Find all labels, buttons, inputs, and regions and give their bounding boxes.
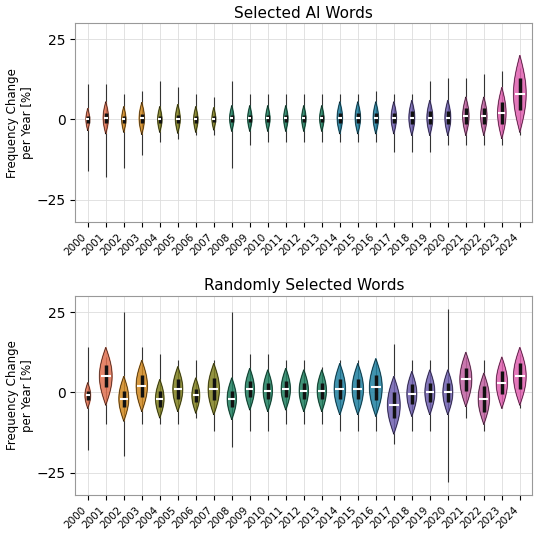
Polygon shape (391, 102, 397, 134)
Polygon shape (247, 106, 252, 131)
Polygon shape (245, 368, 254, 410)
Polygon shape (463, 97, 469, 136)
Polygon shape (478, 373, 490, 425)
Polygon shape (443, 370, 453, 415)
Polygon shape (86, 108, 90, 131)
Polygon shape (192, 378, 200, 413)
Polygon shape (337, 102, 343, 134)
Polygon shape (460, 352, 472, 407)
Polygon shape (103, 102, 109, 134)
Polygon shape (194, 107, 198, 132)
Polygon shape (158, 107, 162, 132)
Title: Selected AI Words: Selected AI Words (235, 5, 373, 20)
Polygon shape (284, 106, 288, 131)
Polygon shape (299, 370, 308, 412)
Polygon shape (122, 107, 126, 132)
Polygon shape (387, 376, 400, 434)
Polygon shape (263, 370, 272, 412)
Polygon shape (281, 368, 291, 410)
Polygon shape (208, 363, 220, 415)
Polygon shape (317, 370, 327, 412)
Polygon shape (320, 106, 324, 131)
Polygon shape (427, 100, 433, 136)
Polygon shape (334, 363, 345, 415)
Polygon shape (514, 55, 526, 132)
Polygon shape (373, 102, 378, 134)
Y-axis label: Frequency Change
per Year [%]: Frequency Change per Year [%] (5, 340, 33, 450)
Polygon shape (85, 383, 90, 408)
Polygon shape (100, 347, 112, 405)
Y-axis label: Frequency Change
per Year [%]: Frequency Change per Year [%] (5, 68, 33, 177)
Polygon shape (498, 87, 506, 139)
Polygon shape (173, 367, 183, 412)
Polygon shape (227, 378, 236, 420)
Polygon shape (266, 106, 270, 131)
Polygon shape (302, 106, 306, 131)
Polygon shape (139, 102, 144, 135)
Polygon shape (230, 106, 234, 131)
Polygon shape (119, 376, 129, 421)
Polygon shape (496, 357, 507, 408)
Polygon shape (425, 370, 435, 415)
Polygon shape (155, 379, 164, 418)
Polygon shape (175, 105, 180, 133)
Polygon shape (352, 363, 364, 415)
Polygon shape (407, 371, 417, 416)
Polygon shape (370, 359, 382, 416)
Title: Randomly Selected Words: Randomly Selected Words (203, 278, 404, 293)
Polygon shape (409, 100, 415, 136)
Polygon shape (445, 100, 451, 136)
Polygon shape (136, 360, 147, 412)
Polygon shape (514, 347, 526, 405)
Polygon shape (212, 108, 216, 130)
Polygon shape (355, 102, 360, 134)
Polygon shape (480, 97, 487, 136)
